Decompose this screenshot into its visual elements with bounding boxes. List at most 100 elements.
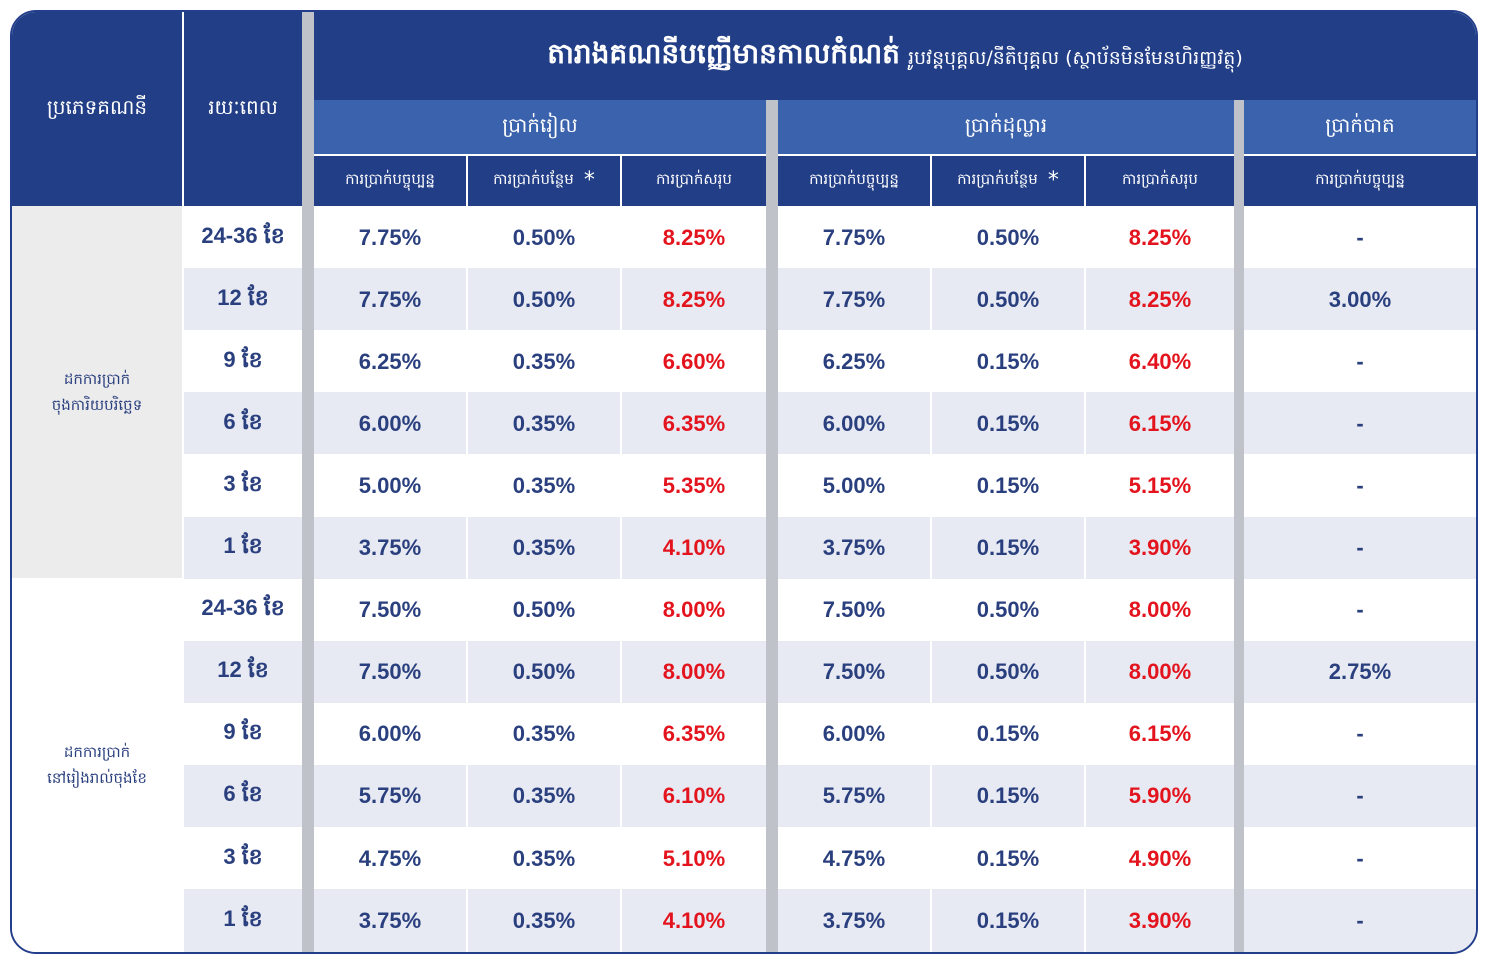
rate-cell: 0.15% — [932, 827, 1084, 890]
rate-cell: 0.50% — [932, 268, 1084, 332]
rate-cell: 5.75% — [778, 764, 930, 828]
cell-divider — [1084, 206, 1086, 269]
cell-divider — [1084, 578, 1086, 642]
rate-cell: 7.75% — [778, 206, 930, 269]
cell-divider — [466, 516, 468, 580]
cell-divider — [466, 268, 468, 332]
rate-cell: 4.10% — [622, 516, 766, 580]
rate-cell: 3.75% — [314, 516, 466, 580]
rate-cell: 4.90% — [1086, 827, 1234, 890]
rate-cell: - — [1244, 889, 1476, 952]
rate-cell: 0.35% — [468, 454, 620, 518]
cell-divider — [620, 702, 622, 766]
term-cell: 9 ខែ — [184, 702, 302, 766]
rate-cell: 0.50% — [932, 640, 1084, 704]
group-label-line: ដកការប្រាក់ — [63, 370, 131, 388]
rate-cell: 6.00% — [778, 392, 930, 456]
rate-cell: 5.00% — [778, 454, 930, 518]
cell-divider — [1084, 454, 1086, 518]
rate-cell: 5.15% — [1086, 454, 1234, 518]
cell-divider — [1084, 516, 1086, 580]
rate-cell: 3.75% — [314, 889, 466, 952]
rate-cell: 0.15% — [932, 516, 1084, 580]
term-cell: 3 ខែ — [184, 827, 302, 890]
rate-cell: 6.00% — [314, 702, 466, 766]
cell-divider — [930, 206, 932, 269]
cell-divider — [930, 454, 932, 518]
rate-cell: 6.15% — [1086, 392, 1234, 456]
rate-cell: 0.50% — [932, 206, 1084, 269]
title-text: តារាងគណនីបញ្ញើមានកាលកំណត់ — [547, 36, 900, 70]
subheader-riel-total: ការប្រាក់សរុប — [622, 156, 766, 206]
cell-divider — [620, 206, 622, 269]
rate-cell: 7.50% — [778, 640, 930, 704]
cell-divider — [620, 827, 622, 890]
asterisk-icon: * — [1047, 168, 1059, 193]
rate-cell: 7.75% — [314, 268, 466, 332]
group-baht-label: ប្រាក់បាត — [1325, 113, 1395, 137]
cell-divider — [1084, 640, 1086, 704]
rate-cell: 5.75% — [314, 764, 466, 828]
subheader-label: ការប្រាក់បច្ចុប្បន្ន — [345, 170, 435, 188]
cell-divider — [930, 640, 932, 704]
cell-divider — [466, 330, 468, 394]
cell-divider — [620, 392, 622, 456]
rate-cell: 8.00% — [1086, 640, 1234, 704]
rate-cell: - — [1244, 578, 1476, 642]
rate-cell: 0.35% — [468, 827, 620, 890]
rate-cell: 7.75% — [314, 206, 466, 269]
header-divider — [1084, 156, 1086, 206]
term-cell: 12 ខែ — [184, 640, 302, 704]
cell-divider — [1084, 268, 1086, 332]
rate-cell: 5.10% — [622, 827, 766, 890]
rate-cell: 8.00% — [622, 578, 766, 642]
cell-divider — [466, 392, 468, 456]
rate-cell: 0.35% — [468, 702, 620, 766]
group-label-line: នៅរៀងរាល់ចុងខែ — [47, 769, 147, 787]
rate-cell: 8.25% — [622, 268, 766, 332]
rate-cell: 6.25% — [314, 330, 466, 394]
rates-table: ប្រភេទគណនី រយៈពេល តារាងគណនីបញ្ញើមានកាលកំ… — [10, 10, 1478, 954]
rate-cell: - — [1244, 516, 1476, 580]
rate-cell: 5.90% — [1086, 764, 1234, 828]
subheader-dollar-current: ការប្រាក់បច្ចុប្បន្ន — [778, 156, 930, 206]
term-cell: 24-36 ខែ — [184, 578, 302, 642]
cell-divider — [930, 889, 932, 952]
term-cell: 12 ខែ — [184, 268, 302, 332]
header-divider — [182, 12, 184, 206]
account-group-2: ដកការប្រាក់ នៅរៀងរាល់ចុងខែ — [12, 578, 182, 952]
rate-cell: 0.15% — [932, 764, 1084, 828]
rate-cell: 0.50% — [468, 578, 620, 642]
rate-cell: 7.50% — [778, 578, 930, 642]
column-separator — [1234, 100, 1244, 952]
cell-divider — [620, 516, 622, 580]
rate-cell: 0.35% — [468, 516, 620, 580]
cell-divider — [930, 268, 932, 332]
rate-cell: 0.15% — [932, 889, 1084, 952]
rate-cell: - — [1244, 454, 1476, 518]
rate-cell: 2.75% — [1244, 640, 1476, 704]
rate-cell: - — [1244, 392, 1476, 456]
subheader-label: ការប្រាក់សរុប — [656, 170, 732, 188]
header-divider — [314, 154, 766, 156]
cell-divider — [466, 454, 468, 518]
rate-cell: 3.90% — [1086, 516, 1234, 580]
header-divider — [1244, 154, 1476, 156]
cell-divider — [930, 827, 932, 890]
rate-cell: 8.00% — [622, 640, 766, 704]
rate-cell: - — [1244, 827, 1476, 890]
rate-cell: 6.25% — [778, 330, 930, 394]
term-cell: 24-36 ខែ — [184, 206, 302, 269]
cell-divider — [930, 330, 932, 394]
rate-cell: 0.15% — [932, 702, 1084, 766]
rate-cell: 4.10% — [622, 889, 766, 952]
cell-divider — [620, 330, 622, 394]
column-separator — [766, 100, 778, 952]
subheader-label: ការប្រាក់បន្ថែម — [493, 170, 574, 188]
rate-cell: 6.35% — [622, 392, 766, 456]
asterisk-icon: * — [583, 168, 595, 193]
cell-divider — [466, 764, 468, 828]
term-cell: 9 ខែ — [184, 330, 302, 394]
header-divider — [778, 154, 1234, 156]
rate-cell: 0.50% — [468, 268, 620, 332]
